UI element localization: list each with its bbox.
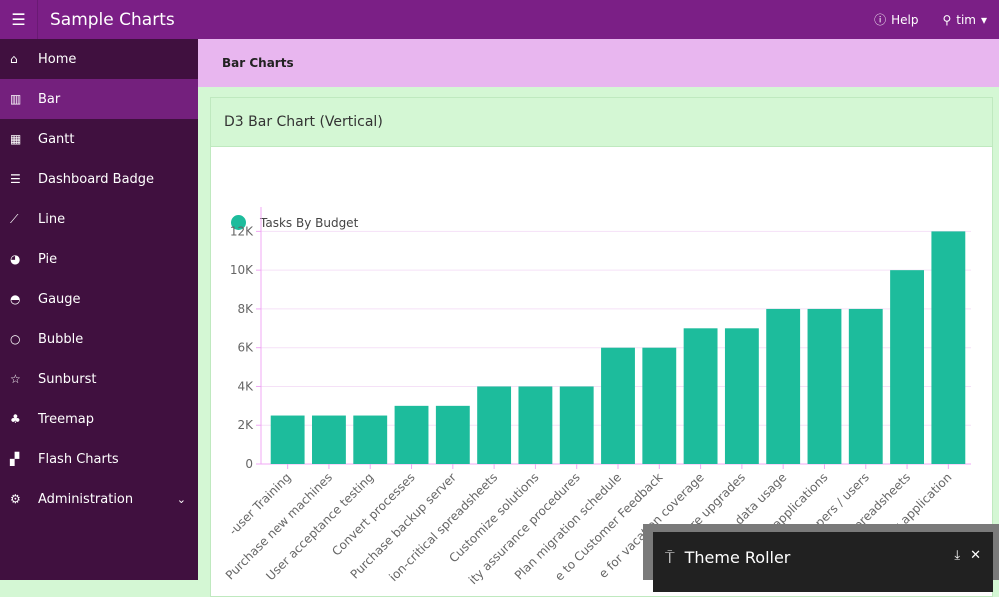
gauge-icon: ◓ (10, 292, 21, 306)
bar[interactable] (518, 386, 553, 464)
page-title: Bar Charts (222, 56, 294, 70)
y-tick-label: 0 (245, 457, 253, 471)
sidebar-item-line[interactable]: ⟋ Line (0, 199, 198, 239)
user-name: tim (956, 12, 976, 27)
bar[interactable] (601, 347, 635, 464)
sidebar-item-label: Administration (38, 491, 134, 507)
gear-icon: ⚙ (10, 492, 21, 506)
user-menu-button[interactable]: ⚲ tim ▾ (942, 13, 987, 27)
bar[interactable] (931, 231, 966, 464)
bar[interactable] (683, 328, 718, 464)
bar[interactable] (642, 347, 677, 464)
sidebar-item-home[interactable]: ⌂ Home (0, 39, 198, 79)
bar[interactable] (270, 415, 305, 464)
sidebar-item-label: Sunburst (38, 371, 97, 387)
bar[interactable] (766, 308, 801, 464)
y-tick-label: 2K (237, 418, 254, 432)
bar[interactable] (394, 405, 429, 464)
home-icon: ⌂ (10, 52, 18, 66)
sidebar-item-gauge[interactable]: ◓ Gauge (0, 279, 198, 319)
sidebar-item-bubble[interactable]: ○ Bubble (0, 319, 198, 359)
legend-label: Tasks By Budget (260, 215, 359, 230)
bar[interactable] (353, 415, 388, 464)
sidebar-item-administration[interactable]: ⚙ Administration ⌄ (0, 479, 198, 519)
region-title: D3 Bar Chart (Vertical) (224, 114, 383, 130)
sidebar-item-label: Flash Charts (38, 451, 119, 467)
sidebar-item-dashboard-badge[interactable]: ☰ Dashboard Badge (0, 159, 198, 199)
help-button[interactable]: ⓘ Help (874, 11, 918, 28)
user-icon: ⚲ (942, 12, 952, 27)
sidebar-item-label: Treemap (38, 411, 94, 427)
circle-icon: ○ (10, 332, 21, 346)
bar[interactable] (435, 405, 470, 464)
sidebar-item-treemap[interactable]: ♣ Treemap (0, 399, 198, 439)
theme-roller-title[interactable]: Theme Roller (684, 548, 791, 567)
bar[interactable] (807, 308, 842, 464)
sidebar-item-label: Dashboard Badge (38, 171, 155, 187)
breadcrumb: Bar Charts (198, 39, 999, 87)
bar[interactable] (312, 415, 346, 464)
chart-region: D3 Bar Chart (Vertical) Tasks By Budget … (210, 97, 993, 597)
calendar-icon: ▦ (10, 132, 22, 146)
help-label: Help (891, 12, 919, 27)
star-icon: ☆ (10, 372, 21, 386)
sidebar-item-label: Gauge (38, 291, 81, 307)
sidebar-item-label: Line (38, 211, 66, 227)
tree-icon: ♣ (10, 412, 21, 426)
y-tick-label: 6K (237, 341, 254, 355)
paint-roller-icon: ⍑ (665, 548, 675, 567)
download-icon[interactable]: ⤓ (954, 548, 961, 563)
menu-toggle-button[interactable]: ☰ (0, 0, 38, 39)
bar[interactable] (477, 386, 512, 464)
chevron-down-icon[interactable]: ⌄ (176, 492, 186, 506)
bar[interactable] (848, 308, 883, 464)
region-header: D3 Bar Chart (Vertical) (211, 98, 992, 147)
app-header: ☰ Sample Charts ⓘ Help ⚲ tim ▾ (0, 0, 999, 39)
sidebar: ⌂ Home ▥ Bar ▦ Gantt ☰ Dashboard Badge ⟋ Line ◕ Pie… (0, 39, 198, 580)
legend-swatch (231, 215, 246, 230)
y-tick-label: 4K (237, 379, 254, 393)
caret-down-icon: ▾ (980, 12, 987, 27)
close-icon[interactable]: ✕ (970, 548, 981, 563)
y-tick-label: 12K (230, 224, 254, 238)
sidebar-item-label: Bubble (38, 331, 84, 347)
sidebar-item-flash-charts[interactable]: ▞ Flash Charts (0, 439, 198, 479)
sidebar-item-bar[interactable]: ▥ Bar (0, 79, 198, 119)
puzzle-icon: ▞ (10, 452, 20, 466)
list-icon: ☰ (10, 172, 21, 186)
sidebar-item-pie[interactable]: ◕ Pie (0, 239, 198, 279)
hamburger-icon: ☰ (11, 10, 26, 29)
sidebar-item-label: Bar (38, 91, 61, 107)
bar[interactable] (724, 328, 759, 464)
app-title[interactable]: Sample Charts (50, 9, 175, 30)
y-tick-label: 10K (230, 263, 254, 277)
line-chart-icon: ⟋ (10, 211, 19, 226)
sidebar-item-label: Pie (38, 251, 58, 267)
sidebar-item-label: Gantt (38, 131, 75, 147)
sidebar-item-sunburst[interactable]: ☆ Sunburst (0, 359, 198, 399)
bar[interactable] (559, 386, 594, 464)
help-icon: ⓘ (874, 13, 887, 27)
theme-roller-panel: ⍑ Theme Roller ⤓ ✕ (643, 524, 999, 592)
y-tick-label: 8K (237, 302, 254, 316)
sidebar-item-gantt[interactable]: ▦ Gantt (0, 119, 198, 159)
bar-chart-icon: ▥ (10, 92, 22, 106)
chart-legend[interactable]: Tasks By Budget (231, 215, 358, 230)
bar[interactable] (890, 270, 924, 464)
pie-chart-icon: ◕ (10, 252, 21, 266)
sidebar-item-label: Home (38, 51, 77, 67)
